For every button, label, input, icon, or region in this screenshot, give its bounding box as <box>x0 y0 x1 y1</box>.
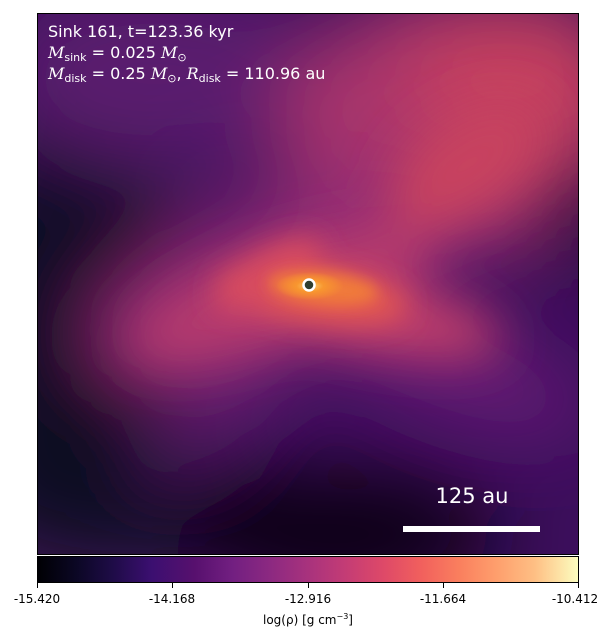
info-text: Sink 161, t=123.36 kyr Msink = 0.025 M⊙ … <box>48 21 325 84</box>
sink-marker <box>302 278 316 292</box>
colorbar-tick <box>308 583 309 588</box>
colorbar-tick-label: -14.168 <box>148 592 196 606</box>
colorbar-tick-label: -12.916 <box>284 592 332 606</box>
colorbar-tick <box>578 583 579 588</box>
colorbar-tick <box>172 583 173 588</box>
colorbar-tick-label: -11.664 <box>419 592 467 606</box>
sink-mass: Msink = 0.025 M⊙ <box>48 43 187 64</box>
colorbar-label: log(ρ) [g cm−3] <box>263 612 353 628</box>
colorbar-tick <box>443 583 444 588</box>
disk-properties: Mdisk = 0.25 M⊙, Rdisk = 110.96 au <box>48 64 326 85</box>
density-map: Sink 161, t=123.36 kyr Msink = 0.025 M⊙ … <box>37 13 579 555</box>
scale-bar-label: 125 au <box>435 484 509 508</box>
colorbar-tick-label: -10.412 <box>551 592 599 606</box>
density-field <box>38 14 578 554</box>
sink-title: Sink 161, t=123.36 kyr <box>48 22 234 41</box>
colorbar <box>37 556 579 583</box>
colorbar-tick-label: -15.420 <box>13 592 61 606</box>
colorbar-tick <box>37 583 38 588</box>
scale-bar <box>403 526 540 532</box>
